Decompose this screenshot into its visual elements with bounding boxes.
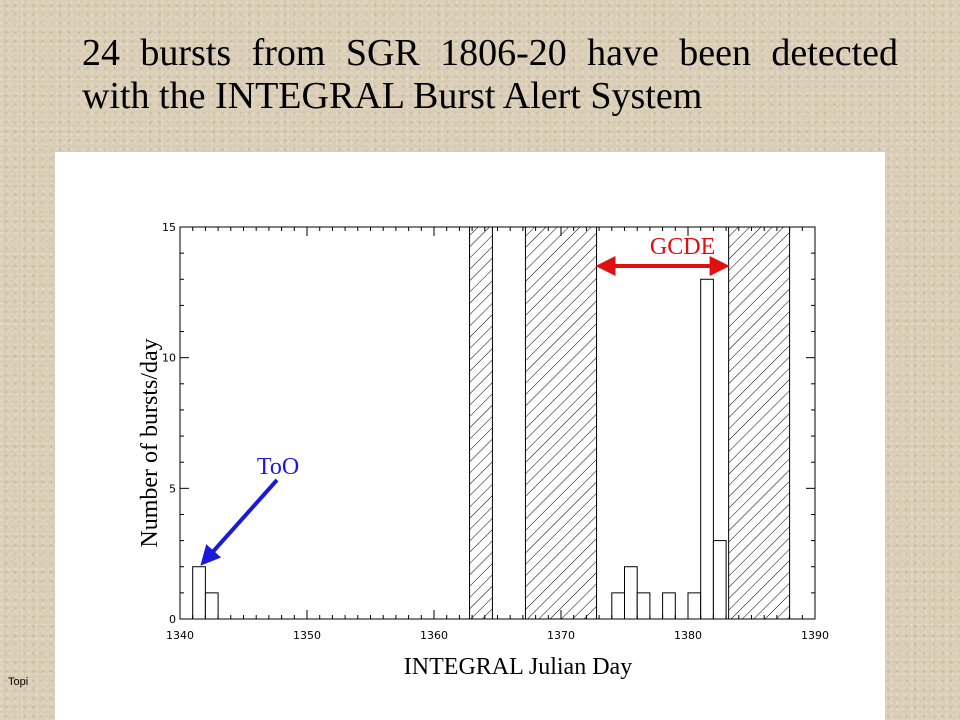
slide-title: 24 bursts from SGR 1806-20 have been det… [82,32,898,117]
x-tick-label: 1370 [547,629,575,642]
y-tick-label: 5 [169,482,176,495]
no-coverage-regions [469,226,791,620]
histogram-bar [687,592,702,620]
x-tick-label: 1340 [166,629,194,642]
histogram-bars [192,278,727,620]
burst-histogram-chart: 1340 1350 1360 1370 1380 1390 0 5 10 15 Number of… [137,221,829,680]
annotations: GCDE ToO [200,234,730,566]
no-coverage-region [524,226,598,620]
x-tick-label: 1360 [420,629,448,642]
too-label: ToO [257,454,299,480]
no-coverage-region [728,226,791,620]
histogram-bar [611,592,625,620]
y-tick-label: 0 [169,613,176,626]
x-tick-label: 1380 [674,629,702,642]
y-axis-label: Number of bursts/day [137,338,163,547]
x-tick-label: 1390 [801,629,829,642]
histogram-bar [700,278,714,620]
histogram-bar [192,566,206,620]
chart-panel: 1340 1350 1360 1370 1380 1390 0 5 10 15 Number of… [55,152,885,720]
footer-text: Topi [8,676,29,688]
too-arrow [200,478,279,566]
axis-ticks [179,226,816,620]
histogram-bar [624,566,638,620]
histogram-bar [204,592,219,620]
y-tick-label: 15 [162,221,176,234]
gcde-label: GCDE [650,234,715,260]
histogram-bar [636,592,651,620]
no-coverage-region [469,226,493,620]
axis-tick-labels: 1340 1350 1360 1370 1380 1390 0 5 10 15 [162,221,829,642]
histogram-bar [712,540,727,620]
x-axis-label: INTEGRAL Julian Day [404,654,632,680]
x-tick-label: 1350 [293,629,321,642]
y-tick-label: 10 [162,352,176,365]
histogram-bar [662,592,676,620]
